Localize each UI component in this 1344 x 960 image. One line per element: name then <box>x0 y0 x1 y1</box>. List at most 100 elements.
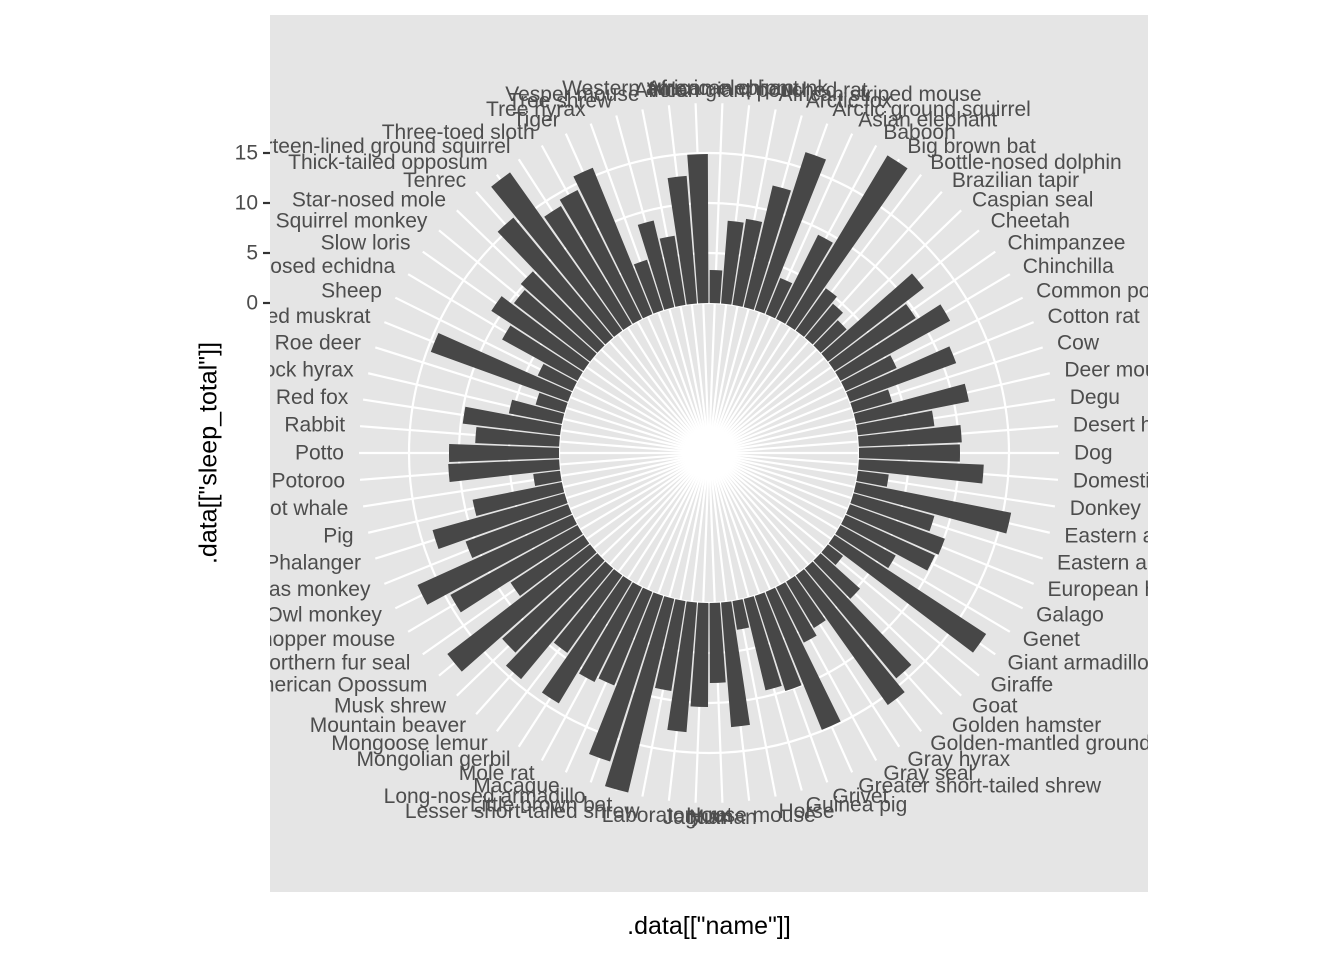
category-label: Thick-tailed opposum <box>288 151 488 174</box>
category-label: Vole <box>647 79 688 102</box>
bar <box>743 185 791 310</box>
bar <box>853 482 1012 534</box>
bar <box>856 410 935 436</box>
bar <box>828 304 916 371</box>
category-label: Mongolian gerbil <box>356 748 510 771</box>
bar <box>462 406 562 436</box>
bar <box>850 493 935 532</box>
bar <box>579 582 642 682</box>
bar <box>432 493 568 549</box>
bar <box>598 587 653 686</box>
bar <box>541 576 632 704</box>
bar <box>709 270 723 304</box>
category-label: Domestic cat <box>1073 469 1195 492</box>
category-label: Owl monkey <box>266 603 382 626</box>
bar <box>835 525 896 569</box>
bar <box>573 167 653 319</box>
category-label: Tenrec <box>403 169 466 192</box>
category-label: Chimpanzee <box>1008 232 1126 255</box>
category-label: Slow loris <box>321 232 411 255</box>
category-label: Musk shrew <box>334 695 447 718</box>
bar <box>535 392 568 413</box>
category-label: Dog <box>1074 442 1113 465</box>
bar <box>589 592 664 762</box>
category-label: African giant pouched rat <box>634 79 868 102</box>
bar <box>637 220 675 310</box>
category-label: Arctic fox <box>806 90 893 113</box>
y-tick-label: 15 <box>235 142 258 165</box>
bar <box>690 602 709 707</box>
category-label: Rabbit <box>284 414 345 437</box>
bar <box>447 544 597 672</box>
bar <box>491 296 590 371</box>
bar <box>841 355 897 392</box>
category-label: Red fox <box>276 386 349 409</box>
bar <box>475 427 560 447</box>
bar <box>709 602 726 683</box>
bar <box>520 271 605 353</box>
y-tick-label: 10 <box>235 192 258 215</box>
category-label: Northern grasshopper mouse <box>122 628 395 651</box>
bars <box>417 152 1012 793</box>
category-label: Little brown bat <box>470 793 613 816</box>
category-label: Pilot whale <box>247 497 349 520</box>
bar <box>732 599 750 630</box>
bar <box>497 217 614 345</box>
y-axis-ticks: 0 5 10 15 <box>235 142 270 315</box>
bar <box>765 587 841 730</box>
category-label: Golden hamster <box>952 714 1101 737</box>
category-label: Vesper mouse <box>505 83 639 106</box>
category-label: Mole rat <box>459 762 535 785</box>
category-label: Star-nosed mole <box>292 188 446 211</box>
category-label: Macaque <box>473 775 559 798</box>
bar <box>846 504 945 555</box>
category-label: Grivet <box>832 785 888 808</box>
category-label: Roe deer <box>275 331 361 354</box>
bar <box>448 459 560 482</box>
category-label: Long-nosed armadillo <box>384 785 586 808</box>
category-label: Human <box>689 806 757 829</box>
bar <box>841 514 935 571</box>
bar <box>754 152 827 314</box>
y-tick-label: 0 <box>246 292 258 315</box>
bar <box>835 304 951 381</box>
bar <box>828 535 987 653</box>
category-label: Thirteen-lined ground squirrel <box>236 135 510 158</box>
category-label: Patas monkey <box>237 578 371 601</box>
category-label: Donkey <box>1070 497 1142 520</box>
category-label: Galago <box>1036 603 1104 626</box>
bar <box>853 383 969 424</box>
bar <box>846 346 957 402</box>
category-label: Northern fur seal <box>254 651 410 674</box>
category-label: Eastern american chipmunk <box>1064 525 1325 548</box>
category-label: Cotton rat <box>1048 305 1140 328</box>
category-label: Sheep <box>321 280 382 303</box>
bar <box>732 218 763 307</box>
bar <box>786 155 908 330</box>
bar <box>667 601 697 733</box>
category-label: Gray hyrax <box>907 748 1010 771</box>
category-label: Tiger <box>513 108 560 131</box>
bar <box>604 596 675 793</box>
category-label: Asian elephant <box>858 108 997 131</box>
category-label: House mouse <box>686 804 816 827</box>
category-label: Potoroo <box>272 469 346 492</box>
bar <box>754 592 802 692</box>
grid-spoke <box>708 452 980 677</box>
bar <box>858 459 984 484</box>
bar <box>743 596 782 691</box>
category-label: Gray seal <box>883 762 973 785</box>
category-label: Golden-mantled ground squirrel <box>930 732 1225 755</box>
bar <box>417 514 577 605</box>
bar <box>430 332 572 402</box>
category-label: Rock hyrax <box>249 358 355 381</box>
category-label: European hedgehog <box>1048 578 1238 601</box>
bar <box>502 553 605 653</box>
category-label: Round-tailed muskrat <box>171 305 371 328</box>
category-label: Caspian seal <box>972 188 1093 211</box>
category-label: Common porpoise <box>1036 280 1208 303</box>
bar <box>776 582 817 643</box>
category-label: African striped mouse <box>778 83 981 106</box>
